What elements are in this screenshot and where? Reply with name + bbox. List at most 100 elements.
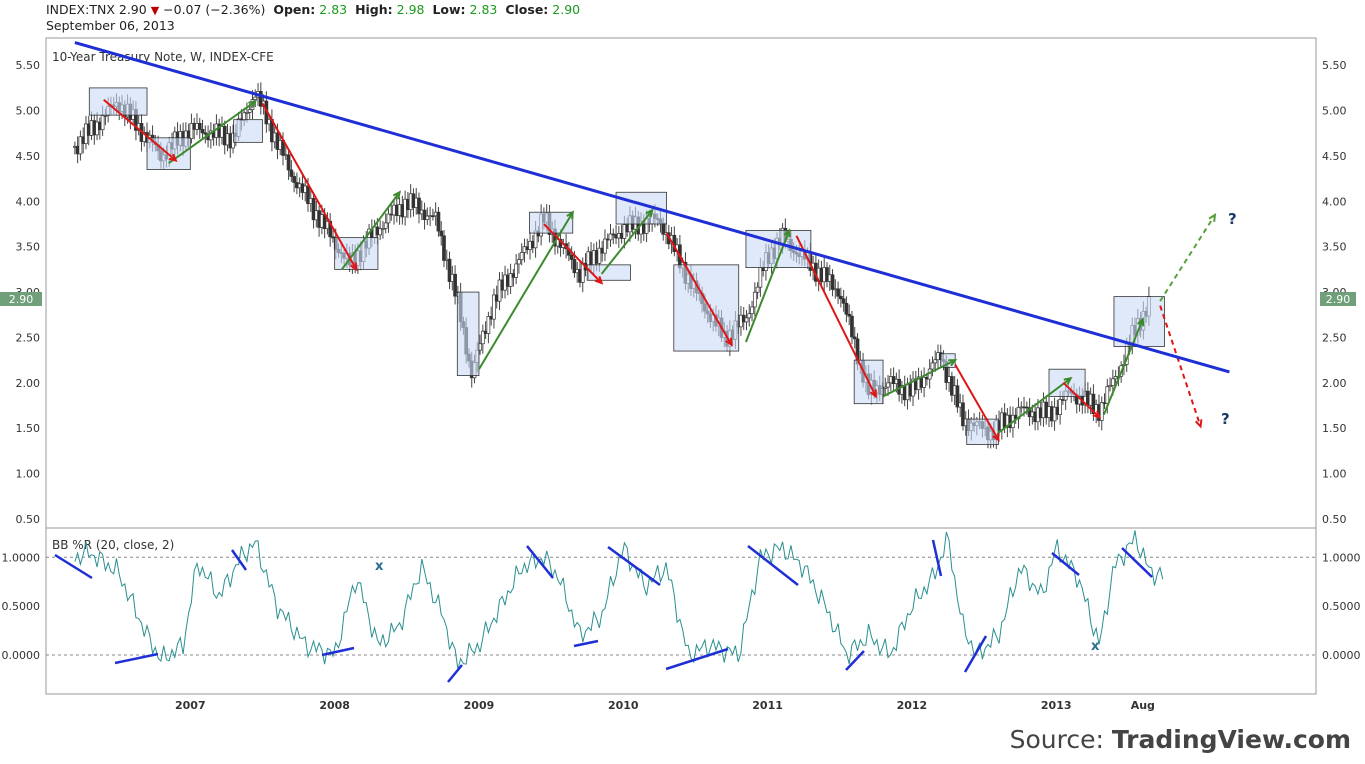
high-value: 2.98: [396, 2, 425, 17]
down-arrow-head: [594, 276, 604, 285]
candle-body: [514, 263, 518, 278]
candle-body: [517, 259, 521, 265]
candle-body: [197, 122, 202, 130]
last-price-badge-right: [1320, 292, 1356, 306]
candle-body: [492, 294, 496, 320]
candle-body: [930, 362, 935, 370]
y-tick-label-right: 1.00: [1322, 468, 1347, 481]
up-arrow: [168, 100, 256, 165]
candle-body: [744, 317, 749, 323]
y-tick-label: 5.00: [16, 105, 41, 118]
down-arrow-head: [1092, 410, 1102, 419]
candle-body: [847, 313, 852, 317]
y-tick-label: 1.50: [16, 422, 41, 435]
candle-body: [439, 230, 444, 237]
candle-body: [431, 215, 435, 218]
candle-body: [1108, 385, 1112, 388]
x-tick-label: 2010: [608, 699, 639, 712]
up-arrow-head: [948, 359, 958, 367]
highlight-box: [586, 264, 631, 281]
up-arrow-head: [392, 190, 401, 200]
price-pane-title: 10-Year Treasury Note, W, INDEX-CFE: [52, 50, 274, 64]
x-marker: x: [1091, 639, 1100, 654]
down-arrow: [1062, 382, 1101, 419]
trendline: [74, 41, 1230, 374]
ind-tick-label-right: 0.0000: [1322, 649, 1361, 662]
question-mark-up: ?: [1228, 210, 1237, 228]
candle-body: [258, 91, 263, 107]
divergence-line: [1121, 547, 1153, 578]
bb-percent-r-line: [74, 530, 1164, 670]
candle-body: [286, 154, 291, 171]
candle-body: [480, 330, 485, 345]
candle-body: [961, 402, 965, 427]
candle-body: [886, 382, 890, 388]
candle-body: [422, 209, 427, 221]
highlight-box: [233, 119, 263, 143]
candle-body: [1091, 393, 1096, 415]
up-arrow: [882, 359, 956, 398]
candle-body: [417, 197, 421, 215]
candle-body: [203, 132, 208, 135]
candle-body: [569, 254, 574, 260]
candle-body: [508, 273, 513, 287]
divergence-line: [747, 545, 799, 586]
x-tick-label: 2009: [464, 699, 495, 712]
candle-body: [292, 176, 296, 183]
candle-body: [1110, 378, 1115, 386]
y-tick-label-right: 3.50: [1322, 241, 1347, 254]
source-attribution: Source: TradingView.com: [1009, 725, 1351, 754]
candle-body: [836, 288, 840, 297]
candle-body: [830, 274, 835, 290]
x-tick-label: Aug: [1131, 699, 1155, 712]
candle-body: [386, 213, 391, 224]
candle-body: [1113, 376, 1118, 380]
candle-body: [839, 295, 843, 300]
highlight-box: [1048, 368, 1086, 397]
divergence-line: [665, 647, 729, 671]
y-tick-label: 3.50: [16, 241, 41, 254]
down-arrow-head: [349, 262, 358, 272]
highlight-box: [456, 291, 480, 376]
candle-body: [425, 215, 430, 221]
y-tick-label: 2.00: [16, 377, 41, 390]
x-tick-label: 2008: [319, 699, 350, 712]
y-tick-label: 2.50: [16, 331, 41, 344]
candle-body: [245, 112, 249, 114]
divergence-line: [963, 635, 988, 673]
candle-body: [933, 359, 938, 364]
up-arrow: [1102, 318, 1144, 415]
down-arrow-head: [992, 432, 1000, 442]
y-tick-label-right: 1.50: [1322, 422, 1347, 435]
candle-body: [755, 286, 760, 293]
ind-tick-label: 1.0000: [2, 551, 41, 564]
divergence-line: [230, 549, 248, 571]
candle-body: [922, 376, 926, 388]
down-triangle-icon: ▼: [150, 4, 160, 17]
y-tick-label: 4.50: [16, 150, 41, 163]
down-arrow-head: [725, 337, 733, 347]
low-value: 2.83: [469, 2, 498, 17]
up-arrow-head: [1136, 317, 1145, 327]
candle-body: [1105, 386, 1110, 404]
candle-body: [189, 122, 194, 139]
up-arrow-head: [1063, 376, 1073, 385]
x-marker: x: [375, 559, 384, 574]
candle-body: [381, 228, 385, 230]
y-tick-label: 1.00: [16, 468, 41, 481]
candle-body: [247, 109, 252, 113]
last-price-badge-left: [0, 292, 42, 306]
up-arrow: [341, 191, 401, 270]
candle-body: [750, 306, 754, 315]
candle-body: [383, 222, 388, 229]
candle-body: [442, 235, 446, 261]
ind-tick-label-right: 0.5000: [1322, 600, 1361, 613]
indicator-pane-title: BB %R (20, close, 2): [52, 538, 174, 552]
y-tick-label: 5.50: [16, 59, 41, 72]
divergence-line: [114, 652, 159, 665]
quote-header: INDEX:TNX 2.90 ▼ −0.07 (−2.36%) Open: 2.…: [46, 2, 581, 17]
down-arrow-head: [869, 389, 877, 399]
close-value: 2.90: [552, 2, 581, 17]
divergence-line: [573, 639, 599, 648]
